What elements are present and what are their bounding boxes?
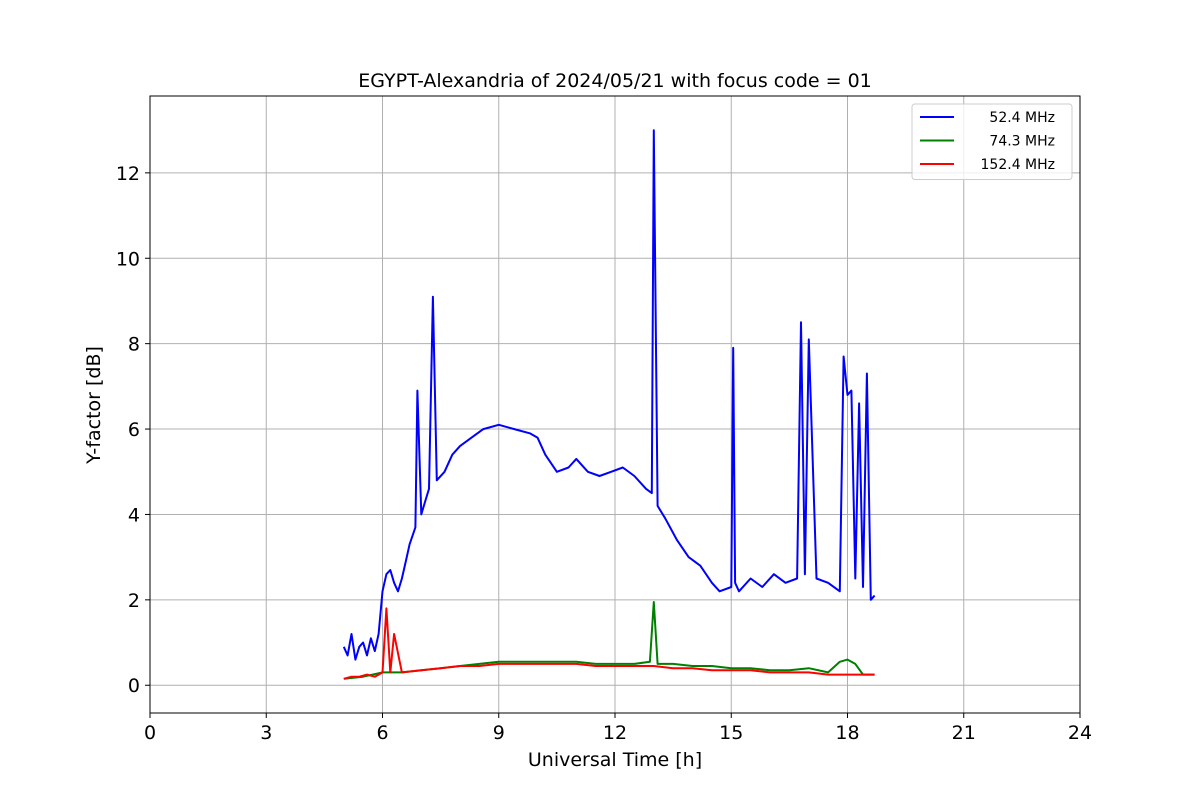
legend-label-1: 52.4 MHz xyxy=(989,110,1055,126)
x-tick-label: 9 xyxy=(493,722,505,744)
x-tick-label: 12 xyxy=(603,722,627,744)
y-tick-label: 8 xyxy=(128,334,140,356)
y-tick-label: 2 xyxy=(128,590,140,612)
x-axis-label: Universal Time [h] xyxy=(528,749,702,771)
series-line-1 xyxy=(342,129,876,661)
y-tick-label: 10 xyxy=(116,248,140,270)
chart-title: EGYPT-Alexandria of 2024/05/21 with focu… xyxy=(358,70,872,92)
x-tick-label: 3 xyxy=(260,722,272,744)
x-tick-label: 15 xyxy=(719,722,743,744)
x-tick-label: 6 xyxy=(376,722,388,744)
series-line-3 xyxy=(343,607,875,680)
series-group xyxy=(342,129,876,680)
legend-box xyxy=(911,103,1073,180)
y-tick-label: 0 xyxy=(128,675,140,697)
y-tick-label: 12 xyxy=(116,163,140,185)
y-tick-label: 4 xyxy=(128,504,140,526)
x-tick-label: 18 xyxy=(835,722,859,744)
x-tick-label: 0 xyxy=(144,722,156,744)
x-tick-label: 21 xyxy=(952,722,976,744)
x-tick-label: 24 xyxy=(1068,722,1092,744)
legend-label-3: 152.4 MHz xyxy=(981,157,1055,173)
legend: 52.4 MHz 74.3 MHz 152.4 MHz xyxy=(911,103,1073,180)
legend-label-2: 74.3 MHz xyxy=(989,134,1055,150)
y-tick-label: 6 xyxy=(128,419,140,441)
y-axis-label: Y-factor [dB] xyxy=(83,346,105,465)
